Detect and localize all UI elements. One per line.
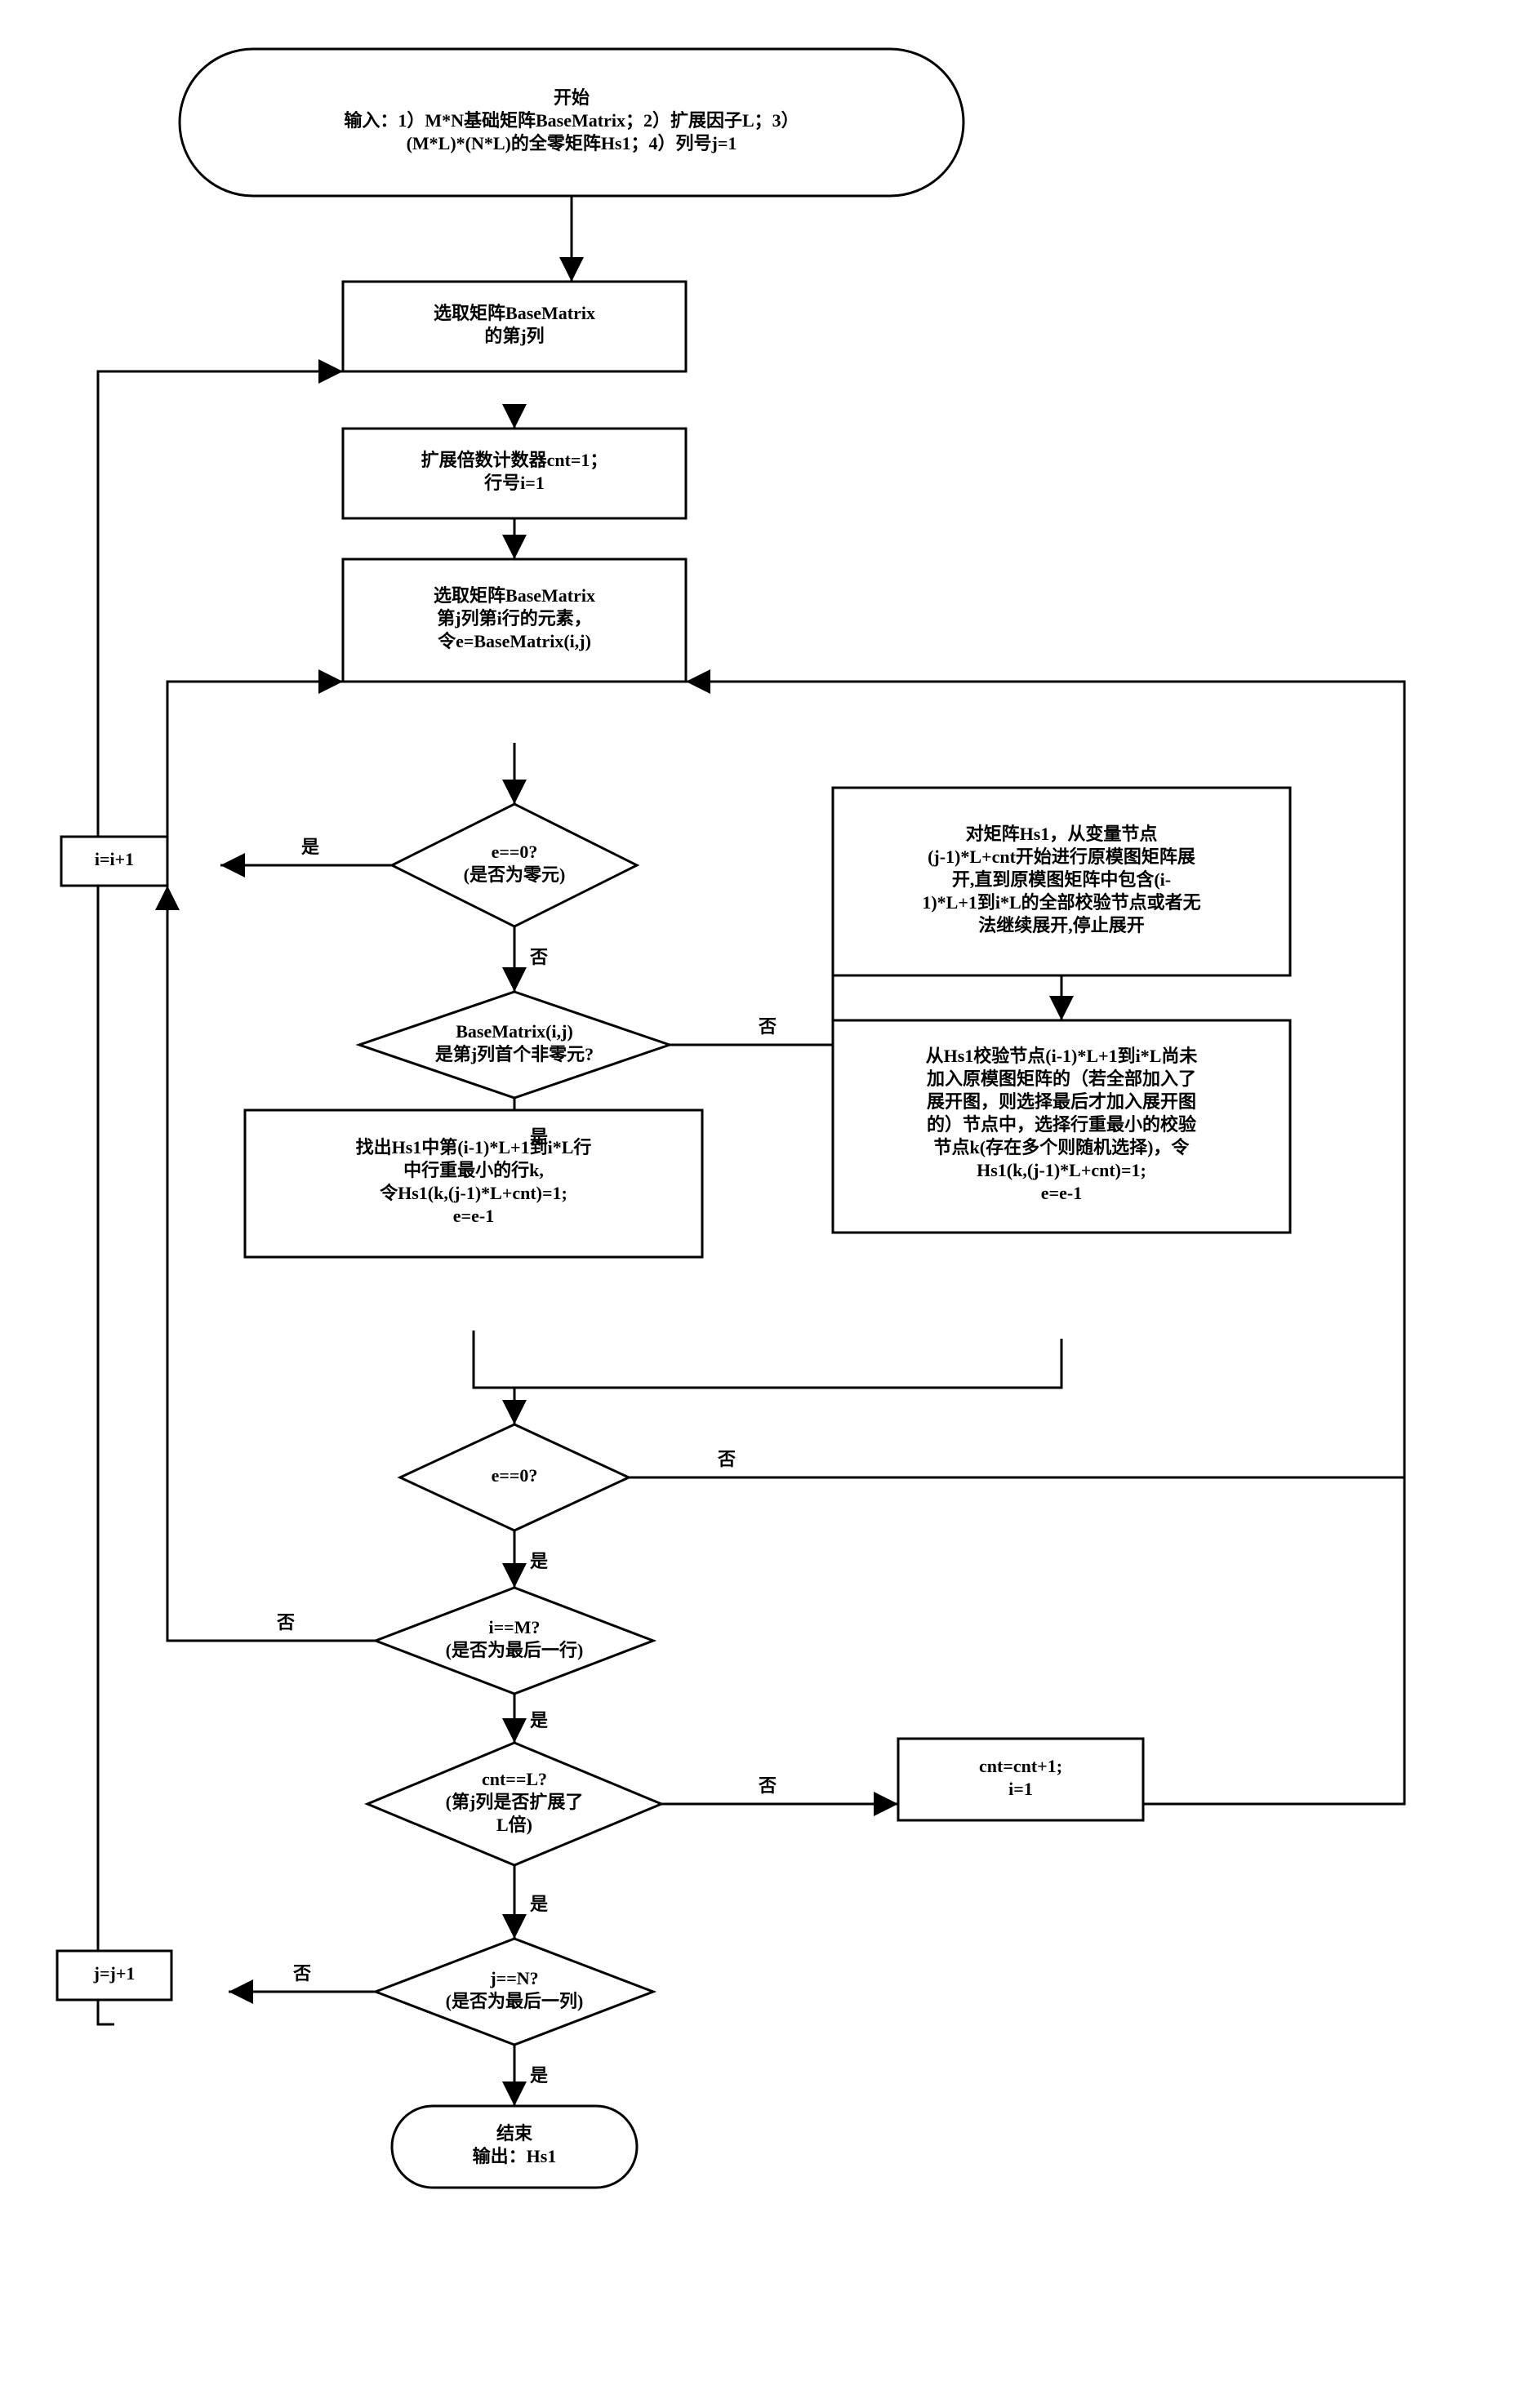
edge-10	[514, 1339, 1061, 1388]
edge-11	[474, 1331, 514, 1424]
svg-text:e=e-1: e=e-1	[453, 1206, 494, 1226]
edge-label: 是	[530, 1710, 548, 1730]
svg-text:L倍): L倍)	[496, 1815, 532, 1835]
svg-text:选取矩阵BaseMatrix: 选取矩阵BaseMatrix	[434, 585, 595, 606]
node-jPlus: j=j+1	[57, 1951, 171, 2000]
svg-text:令e=BaseMatrix(i,j): 令e=BaseMatrix(i,j)	[438, 631, 591, 651]
svg-text:行号i=1: 行号i=1	[483, 473, 545, 493]
node-selectJ: 选取矩阵BaseMatrix 的第j列	[343, 282, 686, 371]
edge-label: 否	[717, 1449, 736, 1469]
svg-text:展开图，则选择最后才加入展开图: 展开图，则选择最后才加入展开图	[927, 1091, 1196, 1112]
svg-text:令Hs1(k,(j-1)*L+cnt)=1;: 令Hs1(k,(j-1)*L+cnt)=1;	[380, 1183, 567, 1203]
svg-text:加入原模图矩阵的（若全部加入了: 加入原模图矩阵的（若全部加入了	[926, 1068, 1196, 1089]
svg-text:(是否为零元): (是否为零元)	[464, 864, 566, 885]
edge-label: 否	[292, 1963, 311, 1984]
edge-14	[167, 886, 376, 1641]
svg-text:(M*L)*(N*L)的全零矩阵Hs1；4）列号j=1: (M*L)*(N*L)的全零矩阵Hs1；4）列号j=1	[407, 133, 737, 153]
svg-text:法继续展开,停止展开: 法继续展开,停止展开	[978, 915, 1145, 935]
node-iM: i==M? (是否为最后一行)	[376, 1588, 653, 1694]
svg-text:cnt==L?: cnt==L?	[482, 1769, 547, 1789]
node-eZero1: e==0?(是否为零元)	[392, 804, 637, 926]
svg-text:输出：Hs1: 输出：Hs1	[473, 2146, 557, 2166]
edge-label: 否	[276, 1612, 295, 1633]
svg-text:的第j列: 的第j列	[484, 326, 544, 346]
svg-text:e==0?: e==0?	[492, 842, 538, 862]
node-jN: j==N? (是否为最后一列)	[376, 1939, 653, 2045]
svg-text:扩展倍数计数器cnt=1；: 扩展倍数计数器cnt=1；	[421, 450, 608, 470]
edge-label: 是	[530, 1126, 548, 1147]
svg-text:第j列第i行的元素，: 第j列第i行的元素，	[437, 608, 591, 629]
node-start: 开始输入：1）M*N基础矩阵BaseMatrix；2）扩展因子L；3）(M*L)…	[180, 49, 963, 196]
edge-label: 是	[530, 2065, 548, 2086]
node-iPlus1: i=i+1	[61, 837, 167, 886]
node-findK: 找出Hs1中第(i-1)*L+1到i*L行中行重最小的行k, 令Hs1(k,(j-…	[245, 1110, 702, 1257]
svg-text:i=1: i=1	[1008, 1779, 1033, 1799]
svg-text:e=e-1: e=e-1	[1041, 1183, 1082, 1203]
node-firstNZ: BaseMatrix(i,j)是第j列首个非零元?	[359, 992, 670, 1098]
edge-label: 是	[530, 1894, 548, 1914]
svg-text:j=j+1: j=j+1	[93, 1963, 136, 1984]
svg-text:开,直到原模图矩阵中包含(i-: 开,直到原模图矩阵中包含(i-	[952, 869, 1171, 890]
node-eZero2: e==0?	[400, 1424, 629, 1531]
svg-text:选取矩阵BaseMatrix: 选取矩阵BaseMatrix	[434, 303, 595, 323]
svg-text:cnt=cnt+1;: cnt=cnt+1;	[979, 1756, 1062, 1776]
edge-label: 否	[758, 1016, 777, 1037]
svg-text:结束: 结束	[496, 2123, 533, 2144]
node-cntL: cnt==L? (第j列是否扩展了 L倍)	[367, 1743, 661, 1865]
svg-text:1)*L+1到i*L的全部校验节点或者无: 1)*L+1到i*L的全部校验节点或者无	[922, 892, 1200, 913]
svg-text:i==M?: i==M?	[489, 1617, 541, 1637]
svg-text:开始: 开始	[554, 87, 590, 108]
node-expand: 对矩阵Hs1，从变量节点(j-1)*L+cnt开始进行原模图矩阵展开,直到原模图…	[833, 788, 1290, 975]
svg-text:中行重最小的行k,: 中行重最小的行k,	[403, 1160, 544, 1180]
svg-text:找出Hs1中第(i-1)*L+1到i*L行: 找出Hs1中第(i-1)*L+1到i*L行	[356, 1137, 592, 1157]
node-cntPlus: cnt=cnt+1; i=1	[898, 1739, 1143, 1820]
svg-text:(j-1)*L+cnt开始进行原模图矩阵展: (j-1)*L+cnt开始进行原模图矩阵展	[928, 846, 1195, 867]
flowchart-canvas: 开始输入：1）M*N基础矩阵BaseMatrix；2）扩展因子L；3）(M*L)…	[16, 16, 1522, 2392]
svg-text:i=i+1: i=i+1	[95, 849, 134, 869]
svg-text:输入：1）M*N基础矩阵BaseMatrix；2）扩展因子L: 输入：1）M*N基础矩阵BaseMatrix；2）扩展因子L；3）	[344, 110, 799, 131]
svg-text:(是否为最后一列): (是否为最后一列)	[446, 1991, 584, 2011]
svg-text:节点k(存在多个则随机选择)，令: 节点k(存在多个则随机选择)，令	[934, 1137, 1190, 1157]
svg-text:BaseMatrix(i,j): BaseMatrix(i,j)	[456, 1021, 573, 1042]
edge-label: 否	[529, 947, 548, 967]
node-chooseK: 从Hs1校验节点(i-1)*L+1到i*L尚未加入原模图矩阵的（若全部加入了展开…	[833, 1020, 1290, 1233]
svg-text:e==0?: e==0?	[492, 1465, 538, 1486]
svg-text:对矩阵Hs1，从变量节点: 对矩阵Hs1，从变量节点	[966, 824, 1158, 844]
node-end: 结束输出：Hs1	[392, 2106, 637, 2188]
node-cntInit: 扩展倍数计数器cnt=1； 行号i=1	[343, 429, 686, 518]
node-selectE: 选取矩阵BaseMatrix第j列第i行的元素，令e=BaseMatrix(i,…	[343, 559, 686, 682]
edge-label: 是	[530, 1551, 548, 1571]
svg-text:(第j列是否扩展了: (第j列是否扩展了	[446, 1792, 584, 1812]
svg-text:从Hs1校验节点(i-1)*L+1到i*L尚未: 从Hs1校验节点(i-1)*L+1到i*L尚未	[926, 1046, 1198, 1066]
svg-text:j==N?: j==N?	[489, 1968, 538, 1988]
svg-text:(是否为最后一行): (是否为最后一行)	[446, 1640, 584, 1660]
svg-text:是第j列首个非零元?: 是第j列首个非零元?	[435, 1044, 594, 1064]
svg-text:的）节点中，选择行重最小的校验: 的）节点中，选择行重最小的校验	[927, 1114, 1196, 1135]
edge-label: 是	[301, 837, 319, 857]
edge-6	[167, 682, 343, 837]
edge-label: 否	[758, 1775, 777, 1796]
svg-text:Hs1(k,(j-1)*L+cnt)=1;: Hs1(k,(j-1)*L+cnt)=1;	[977, 1160, 1146, 1180]
